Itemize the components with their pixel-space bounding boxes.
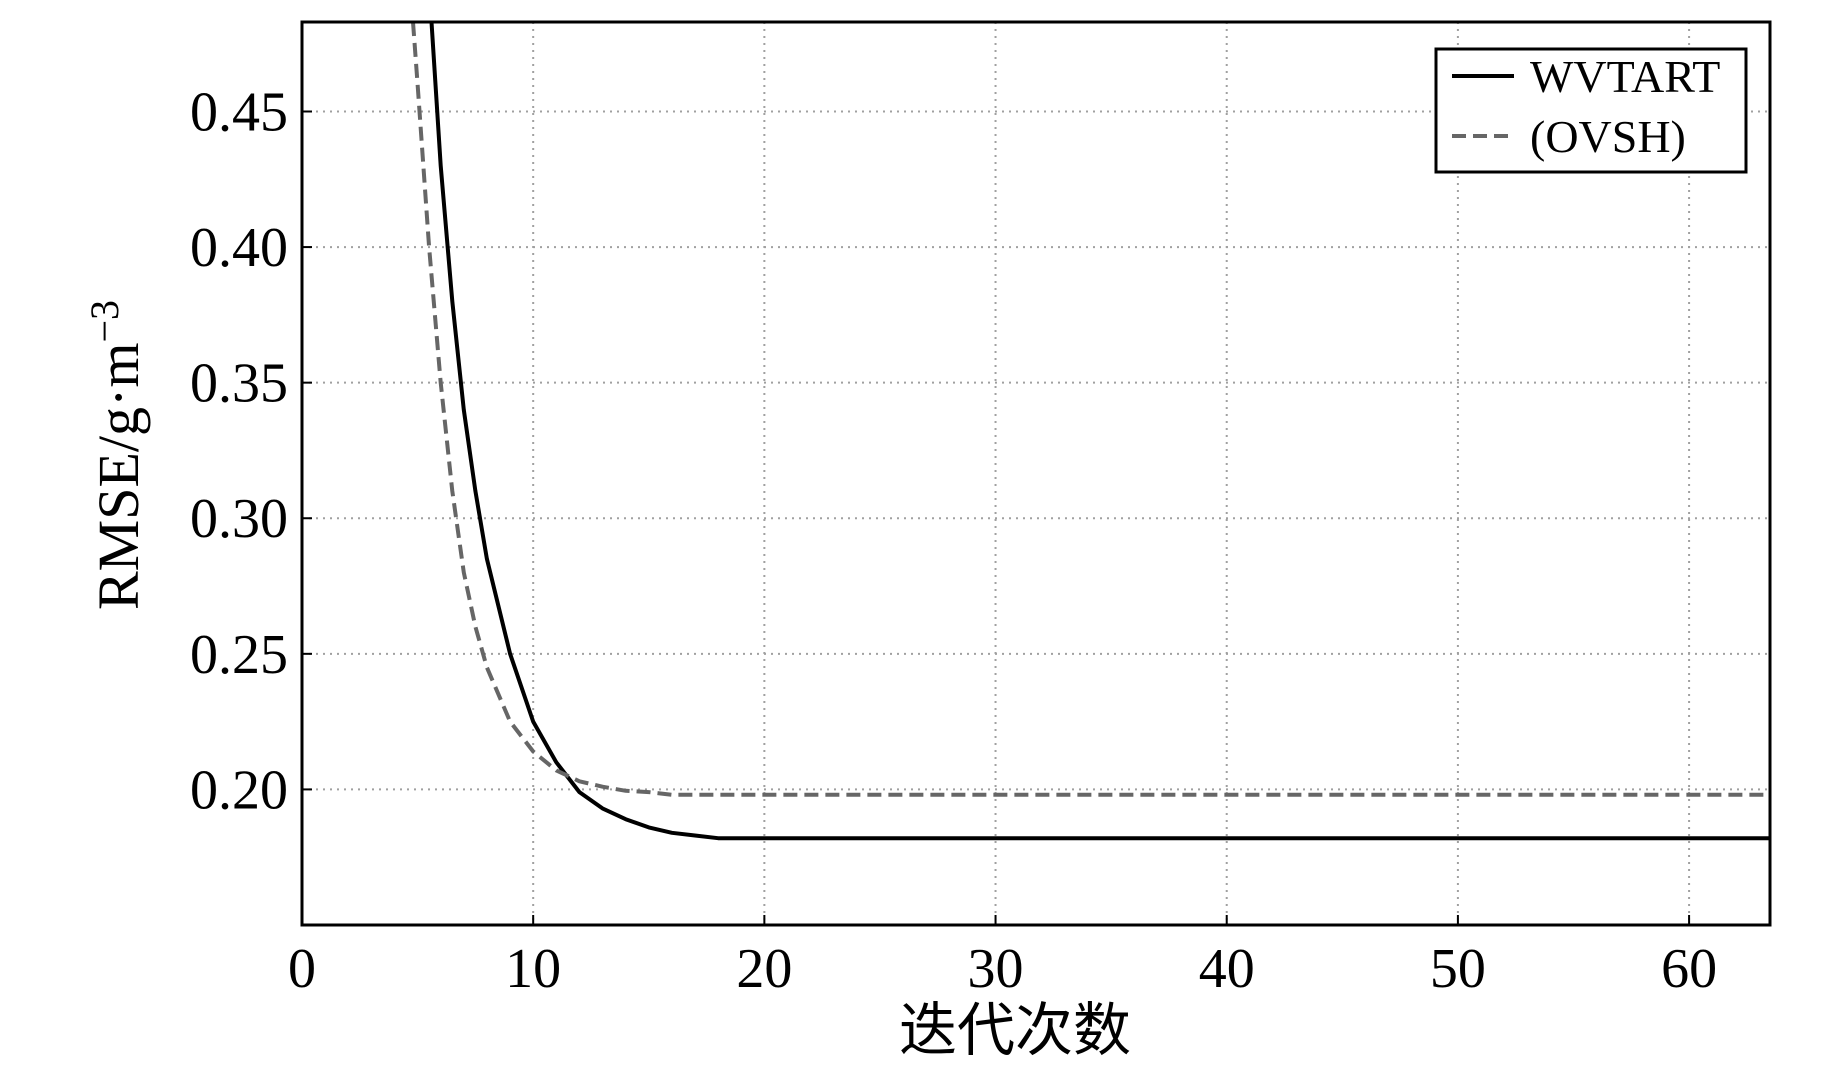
x-tick-label-6: 60 (1661, 938, 1717, 1000)
y-axis-ticks: 0.20 0.25 0.30 0.35 0.40 0.45 (190, 81, 312, 821)
y-tick-label-2: 0.30 (190, 488, 288, 550)
x-axis-title: 迭代次数 (899, 998, 1131, 1063)
plot-frame (300, 20, 1772, 927)
y-tick-label-1: 0.25 (190, 624, 288, 686)
y-axis-title-text: RMSE/g·m (86, 343, 151, 611)
y-tick-label-3: 0.35 (190, 353, 288, 415)
legend-label-ovsh: (OVSH) (1530, 111, 1686, 162)
x-tick-label-5: 50 (1430, 938, 1486, 1000)
y-axis-title: RMSE/g·m−3 (82, 300, 151, 610)
y-tick-label-0: 0.20 (190, 759, 288, 821)
legend-label-wvtart: WVTART (1530, 51, 1720, 102)
y-tick-label-5: 0.45 (190, 81, 288, 143)
x-tick-label-2: 20 (736, 938, 792, 1000)
series-line-ovsh (411, 21, 1770, 797)
y-tick-label-4: 0.40 (190, 217, 288, 279)
legend-box (1434, 47, 1748, 174)
x-tick-label-4: 40 (1199, 938, 1255, 1000)
series-lines (411, 21, 1770, 841)
y-axis-title-superscript: −3 (82, 300, 127, 343)
x-axis-ticks: 0 10 20 30 40 50 60 (288, 915, 1717, 1000)
x-tick-label-1: 10 (505, 938, 561, 1000)
x-tick-label-0: 0 (288, 938, 316, 1000)
x-tick-label-3: 30 (968, 938, 1024, 1000)
legend: WVTART (OVSH) (1434, 47, 1748, 174)
series-line-wvtart (429, 21, 1770, 841)
